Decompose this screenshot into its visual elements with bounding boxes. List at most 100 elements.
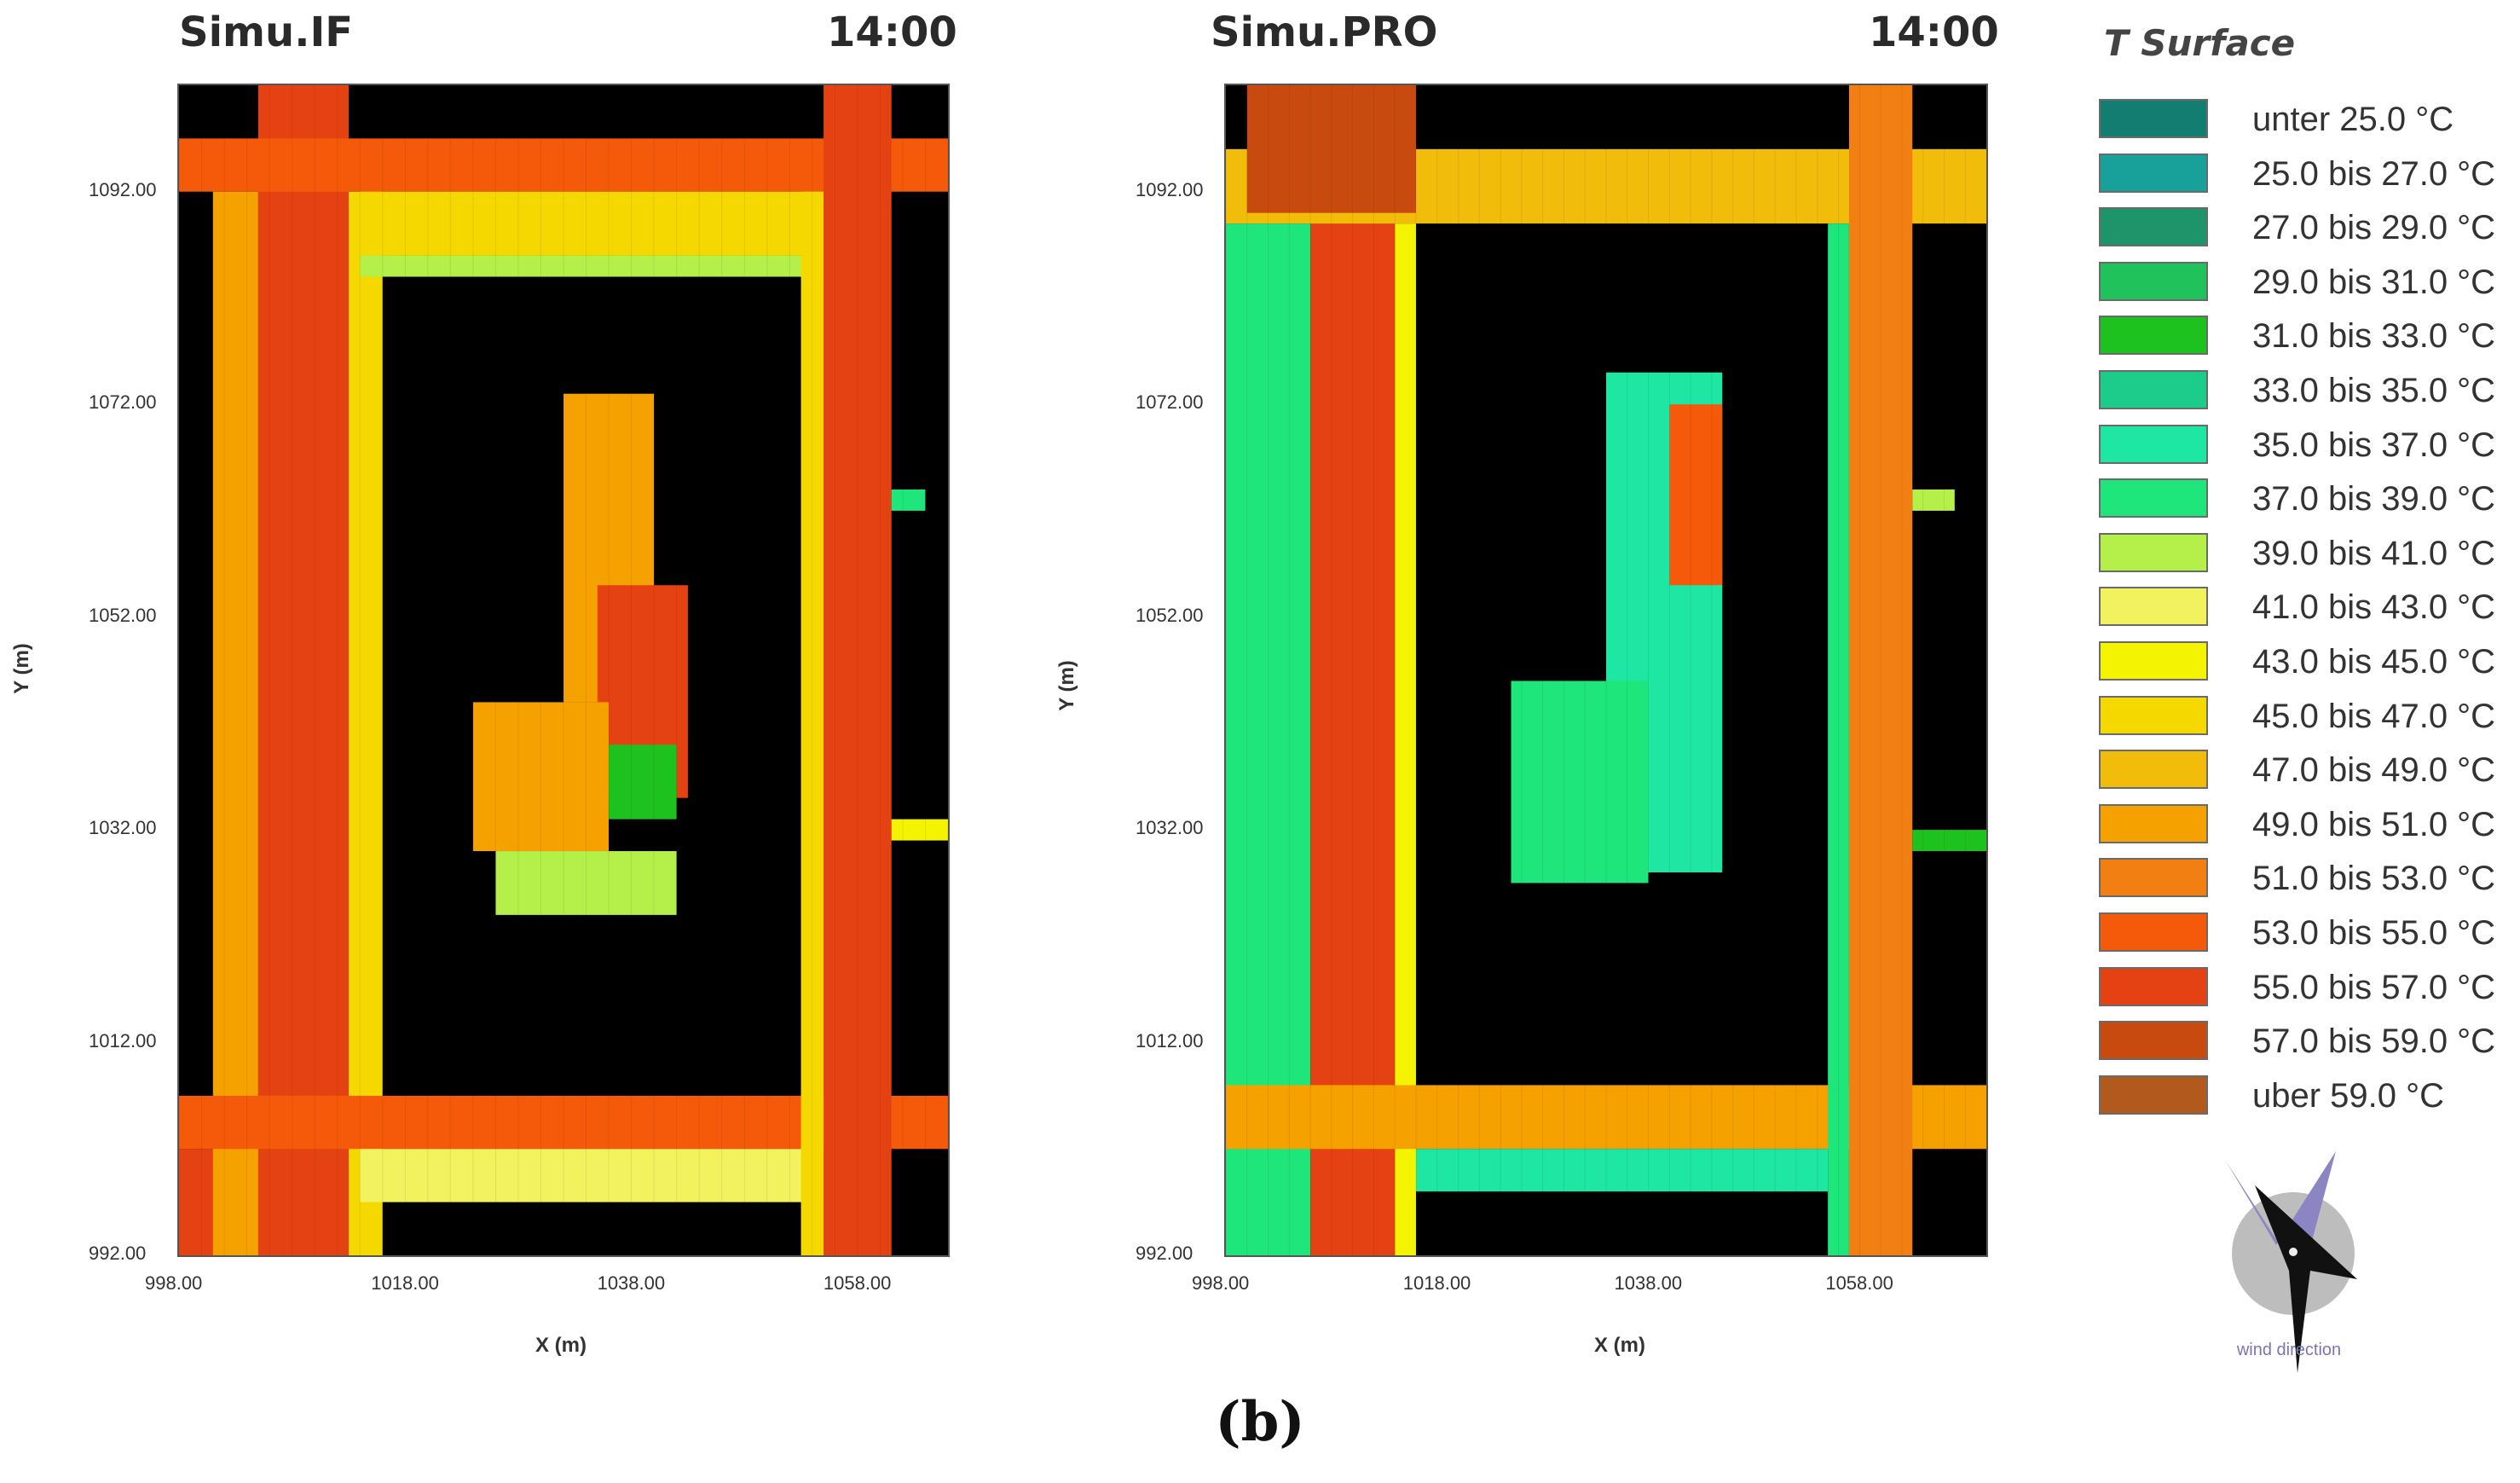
legend-item: 45.0 bis 47.0 °C [2099,692,2508,740]
x-tick-label: 1058.00 [1825,1272,1893,1294]
panel-title-pro: Simu.PRO [1211,9,1438,56]
legend-label: 41.0 bis 43.0 °C [2252,588,2496,627]
heatmap-cell-region [1511,681,1649,883]
y-tick-label: 1012.00 [89,1029,157,1051]
legend-item: 27.0 bis 29.0 °C [2099,204,2508,252]
y-tick-label: 1072.00 [89,391,157,414]
legend-item: 47.0 bis 49.0 °C [2099,746,2508,794]
heatmap-cell-region [1912,830,1986,852]
legend-swatch [2099,1075,2208,1115]
heatmap-cell-region [1912,489,1955,511]
x-tick-label: 1018.00 [1402,1272,1471,1294]
legend-swatch [2099,750,2208,790]
y-tick-label: 1092.00 [89,178,157,200]
heatmap-cell-region [1395,223,1416,1255]
y-axis-label-if: Y (m) [9,643,33,694]
y-axis-label-pro: Y (m) [1055,660,1078,711]
heatmap-plot-if [177,84,950,1257]
heatmap-cell-region [609,744,677,820]
heatmap-cell-region [1246,85,1416,213]
heatmap-cell-region [891,489,926,511]
legend-swatch [2099,1021,2208,1061]
y-tick-label: 1032.00 [89,817,157,839]
legend-label: 57.0 bis 59.0 °C [2252,1022,2496,1061]
legend-label: 31.0 bis 33.0 °C [2252,317,2496,356]
heatmap-cell-region [1226,223,1311,1255]
legend-item: 25.0 bis 27.0 °C [2099,150,2508,198]
y-tick-label: 992.00 [89,1243,147,1264]
legend-swatch [2099,695,2208,735]
y-tick-label: 992.00 [1136,1243,1194,1264]
heatmap-plot-pro [1224,84,1988,1257]
legend-item: 37.0 bis 39.0 °C [2099,475,2508,523]
legend-item: unter 25.0 °C [2099,96,2508,143]
legend-swatch [2099,587,2208,627]
legend-item: 39.0 bis 41.0 °C [2099,530,2508,577]
legend-swatch [2099,912,2208,952]
legend-label: uber 59.0 °C [2252,1076,2445,1115]
legend-item: 35.0 bis 37.0 °C [2099,421,2508,469]
heatmap-cell-region [360,1149,824,1202]
legend-item: 41.0 bis 43.0 °C [2099,583,2508,631]
legend-swatch [2099,261,2208,301]
legend-swatch [2099,316,2208,356]
legend-item: 57.0 bis 59.0 °C [2099,1017,2508,1065]
legend-label: 35.0 bis 37.0 °C [2252,426,2496,464]
heatmap-cell-region [472,702,610,852]
legend-item: 31.0 bis 33.0 °C [2099,312,2508,360]
legend-swatch [2099,532,2208,572]
legend-swatch [2099,424,2208,464]
legend-item: 33.0 bis 35.0 °C [2099,367,2508,414]
x-tick-label: 1038.00 [597,1272,666,1294]
legend-label: 49.0 bis 51.0 °C [2252,805,2496,843]
wind-direction-arrow-icon [2225,1151,2357,1373]
heatmap-cell-region [891,819,948,841]
heatmap-canvas [179,85,948,1255]
heatmap-cell-region [257,85,349,1255]
legend-swatch [2099,858,2208,898]
legend-label: 29.0 bis 31.0 °C [2252,263,2496,301]
y-tick-label: 1012.00 [1136,1029,1204,1051]
wind-direction-label: wind direction [2236,1341,2342,1359]
legend-label: 45.0 bis 47.0 °C [2252,697,2496,735]
legend-item: 51.0 bis 53.0 °C [2099,854,2508,902]
heatmap-cell-region [360,191,824,256]
x-tick-label: 1038.00 [1614,1272,1683,1294]
legend-swatch [2099,803,2208,843]
y-tick-label: 1092.00 [1136,178,1204,200]
legend-label: 55.0 bis 57.0 °C [2252,968,2496,1006]
x-axis-label-pro: X (m) [1594,1334,1645,1357]
heatmap-cell-region [348,191,383,1255]
legend-label: 43.0 bis 45.0 °C [2252,643,2496,681]
x-axis-label-if: X (m) [535,1334,587,1357]
heatmap-cell-region [1848,85,1913,1255]
heatmap-cell-region [495,851,677,915]
heatmap-cell-region [360,255,824,277]
y-tick-label: 1052.00 [1136,604,1204,626]
legend-label: 53.0 bis 55.0 °C [2252,914,2496,952]
legend-swatch [2099,99,2208,138]
legend-swatch [2099,207,2208,247]
legend-label: 39.0 bis 41.0 °C [2252,534,2496,572]
legend-label: unter 25.0 °C [2252,101,2454,138]
legend-label: 27.0 bis 29.0 °C [2252,209,2496,247]
legend-title: T Surface [2104,22,2296,64]
heatmap-cell-region [1669,404,1723,586]
legend-swatch [2099,641,2208,681]
heatmap-canvas [1226,85,1986,1255]
legend-item: 55.0 bis 57.0 °C [2099,964,2508,1011]
heatmap-cell-region [1310,85,1396,1255]
y-tick-label: 1032.00 [1136,817,1204,839]
panel-time-pro: 14:00 [1869,9,1999,56]
legend-label: 37.0 bis 39.0 °C [2252,480,2496,518]
y-tick-label: 1072.00 [1136,391,1204,414]
legend-swatch [2099,966,2208,1006]
legend-swatch [2099,370,2208,409]
heatmap-cell-region [179,138,948,192]
legend-item: 53.0 bis 55.0 °C [2099,909,2508,957]
x-tick-label: 998.00 [145,1272,203,1294]
heatmap-cell-region [1828,223,1849,1255]
legend-label: 47.0 bis 49.0 °C [2252,751,2496,790]
y-tick-label: 1052.00 [89,604,157,626]
legend-label: 33.0 bis 35.0 °C [2252,372,2496,409]
